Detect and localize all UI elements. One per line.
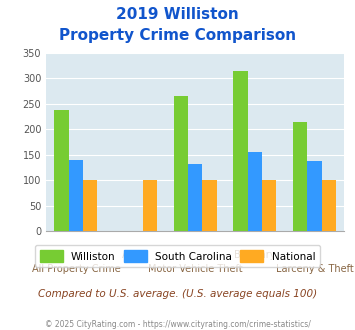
Text: Compared to U.S. average. (U.S. average equals 100): Compared to U.S. average. (U.S. average … — [38, 289, 317, 299]
Text: © 2025 CityRating.com - https://www.cityrating.com/crime-statistics/: © 2025 CityRating.com - https://www.city… — [45, 320, 310, 329]
Bar — [262, 180, 276, 231]
Legend: Williston, South Carolina, National: Williston, South Carolina, National — [34, 245, 321, 267]
Bar — [188, 164, 202, 231]
Bar — [234, 71, 248, 231]
Bar — [248, 152, 262, 231]
Text: 2019 Williston: 2019 Williston — [116, 7, 239, 21]
Bar — [202, 180, 217, 231]
Text: All Property Crime: All Property Crime — [32, 264, 120, 274]
Text: Larceny & Theft: Larceny & Theft — [275, 264, 354, 274]
Bar — [322, 180, 336, 231]
Bar — [69, 160, 83, 231]
Bar — [55, 110, 69, 231]
Bar — [293, 121, 307, 231]
Bar — [143, 180, 157, 231]
Text: Motor Vehicle Theft: Motor Vehicle Theft — [148, 264, 242, 274]
Text: Property Crime Comparison: Property Crime Comparison — [59, 28, 296, 43]
Text: Burglary: Burglary — [234, 250, 275, 260]
Bar — [307, 161, 322, 231]
Text: Arson: Arson — [122, 250, 149, 260]
Bar — [83, 180, 97, 231]
Bar — [174, 96, 188, 231]
